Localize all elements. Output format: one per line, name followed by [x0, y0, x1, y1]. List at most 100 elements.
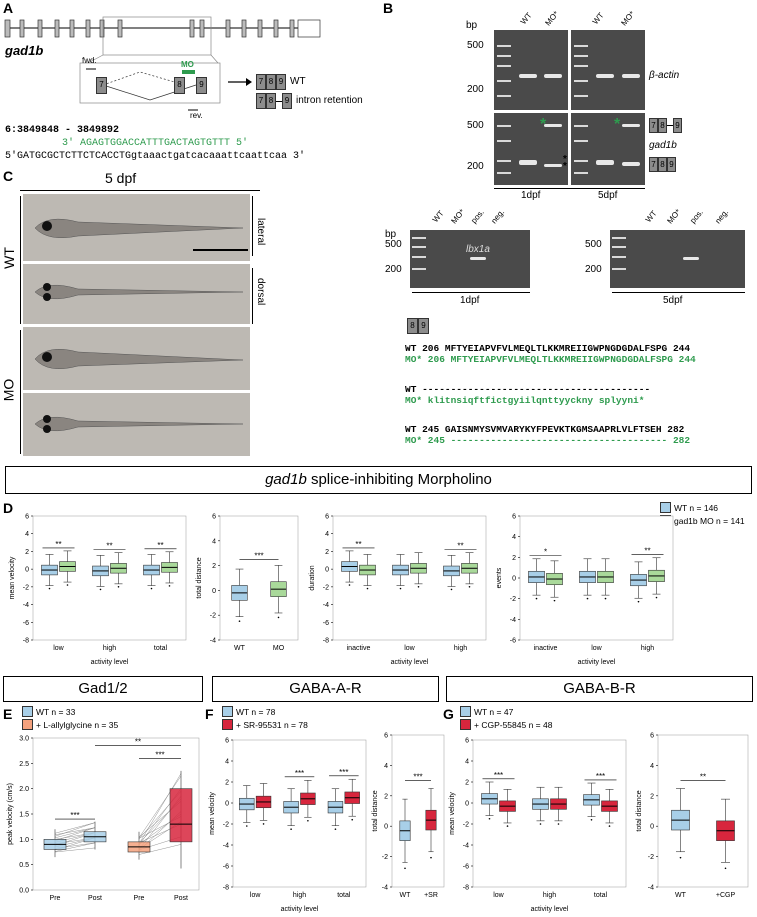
x-tick-label: +SR — [424, 892, 438, 899]
bp-label: bp — [466, 20, 478, 31]
y-tick-label: -8 — [23, 638, 29, 645]
sig-label: ** — [355, 540, 361, 549]
outlier-point — [488, 817, 491, 820]
outlier-point — [307, 819, 309, 822]
pair-line — [138, 844, 182, 855]
x-axis-label: activity level — [391, 659, 429, 666]
ladder-200-b: 200 — [467, 161, 484, 172]
outlier-point — [679, 856, 682, 859]
y-axis-label: mean velocity — [209, 792, 216, 835]
y-tick-label: 4 — [212, 538, 216, 545]
pair-line — [54, 827, 96, 842]
outlier-point — [366, 587, 369, 590]
seq-wt-2: WT -------------------------------------… — [405, 384, 651, 395]
outlier-point — [99, 588, 102, 591]
y-tick-label: -2 — [463, 822, 469, 829]
y-tick-label: 6 — [465, 738, 469, 745]
lbx1a-label: lbx1a — [466, 244, 490, 255]
chart-e: 0.0 0.5 1.0 1.5 2.0 2.5 3.0 peak velocity (cm/s… — [7, 736, 200, 902]
x-tick-label: Post — [174, 895, 188, 902]
x-tick-label: total — [594, 892, 608, 899]
x-tick-label: high — [543, 892, 556, 899]
sig-label: ** — [106, 542, 112, 551]
pair-line — [138, 773, 182, 844]
y-tick-label: -2 — [223, 822, 229, 829]
outlier-point — [430, 856, 432, 859]
ladder2-500-a: 500 — [385, 239, 402, 250]
double-star: * * — [563, 154, 567, 172]
outlier-point — [557, 823, 560, 825]
exon-7: 7 — [96, 77, 107, 94]
fish-drawings — [34, 218, 248, 433]
x-tick-label: low — [250, 892, 261, 899]
morpholino-banner: gad1b splice-inhibiting Morpholino — [5, 466, 752, 494]
c-wt-label: WT — [0, 247, 17, 269]
lane2-mo-2: MO* — [665, 207, 683, 226]
y-tick-label: 4 — [512, 534, 516, 541]
lateral-label: lateral — [255, 218, 266, 246]
y-tick-label: 6 — [384, 733, 388, 740]
y-tick-label: 4 — [650, 763, 654, 770]
sig-label: *** — [254, 551, 263, 560]
y-tick-label: -4 — [463, 843, 469, 850]
y-axis-label: mean velocity — [9, 556, 16, 599]
panel-label-d: D — [3, 500, 14, 516]
t1-exon7: 7 — [256, 74, 266, 90]
lane2-wt-1: WT — [430, 208, 446, 225]
plot-area — [519, 515, 674, 641]
b2-1dpf: 1dpf — [460, 295, 480, 306]
y-tick-label: 0 — [325, 567, 329, 574]
outlier-point — [539, 823, 542, 825]
outlier-point — [637, 600, 640, 603]
y-tick-label: 0 — [384, 824, 388, 831]
b-5dpf: 5dpf — [598, 190, 618, 201]
panel-label-f: F — [205, 706, 214, 722]
outlier-point — [608, 825, 611, 827]
legend-g: WT n = 47 + CGP-55845 n = 48 — [460, 706, 552, 730]
pair-line — [54, 847, 96, 853]
y-tick-label: 0.0 — [19, 888, 29, 895]
plot-area — [32, 515, 187, 641]
y-tick-label: 2.5 — [19, 761, 29, 768]
y-axis-label: total distance — [636, 790, 643, 831]
y-axis-label: duration — [309, 565, 316, 590]
chart-g1: -8 -6 -4 -2 0 2 4 6 mean velocity activity level l… — [449, 738, 627, 913]
y-tick-label: 0.5 — [19, 862, 29, 869]
plot-area — [472, 739, 627, 888]
x-tick-label: low — [53, 645, 64, 652]
seq-wt-3: WT 245 GAISNMYSVMVARYKYFPEVKTKGMSAAPRLVL… — [405, 424, 685, 435]
sig-label: ** — [644, 546, 650, 555]
y-axis-label: total distance — [196, 557, 203, 598]
t2-exon8: 8 — [266, 93, 276, 109]
y-tick-label: 2 — [384, 793, 388, 800]
pair-line — [54, 822, 96, 837]
mo-label: MO — [181, 60, 194, 69]
t2-exon9: 9 — [282, 93, 292, 109]
outlier-point — [468, 585, 471, 588]
y-tick-label: -2 — [210, 613, 216, 620]
y-tick-label: 4 — [225, 759, 229, 766]
x-tick-label: low — [591, 645, 602, 652]
y-tick-label: 0 — [25, 567, 29, 574]
chart-d3: -8 -6 -4 -2 0 2 4 6 duration activity level inacti… — [309, 514, 487, 666]
sig-label: * — [544, 547, 547, 556]
y-tick-label: -8 — [323, 638, 329, 645]
y-tick-label: 2 — [212, 563, 216, 570]
legend-e-a: WT n = 33 — [36, 706, 76, 717]
pair-line — [54, 842, 96, 852]
outlier-point — [586, 597, 589, 600]
lane-mo-2: MO* — [619, 9, 637, 28]
lane2-neg-2: neg. — [713, 207, 731, 226]
panel-label-g: G — [443, 706, 454, 722]
x-axis-label: activity level — [91, 659, 129, 666]
y-axis-label: mean velocity — [449, 792, 456, 835]
seq-mo-3: MO* 245 --------------------------------… — [405, 435, 691, 446]
x-tick-label: Post — [88, 895, 102, 902]
panel-label-a: A — [3, 0, 14, 16]
y-tick-label: 3.0 — [19, 736, 29, 743]
x-tick-label: high — [454, 645, 467, 652]
y-tick-label: 0 — [512, 576, 516, 583]
chart-d4: -6 -4 -2 0 2 4 6 events activity level inactive * l… — [496, 514, 674, 666]
sig-label: *** — [596, 772, 605, 781]
y-tick-label: -4 — [223, 843, 229, 850]
